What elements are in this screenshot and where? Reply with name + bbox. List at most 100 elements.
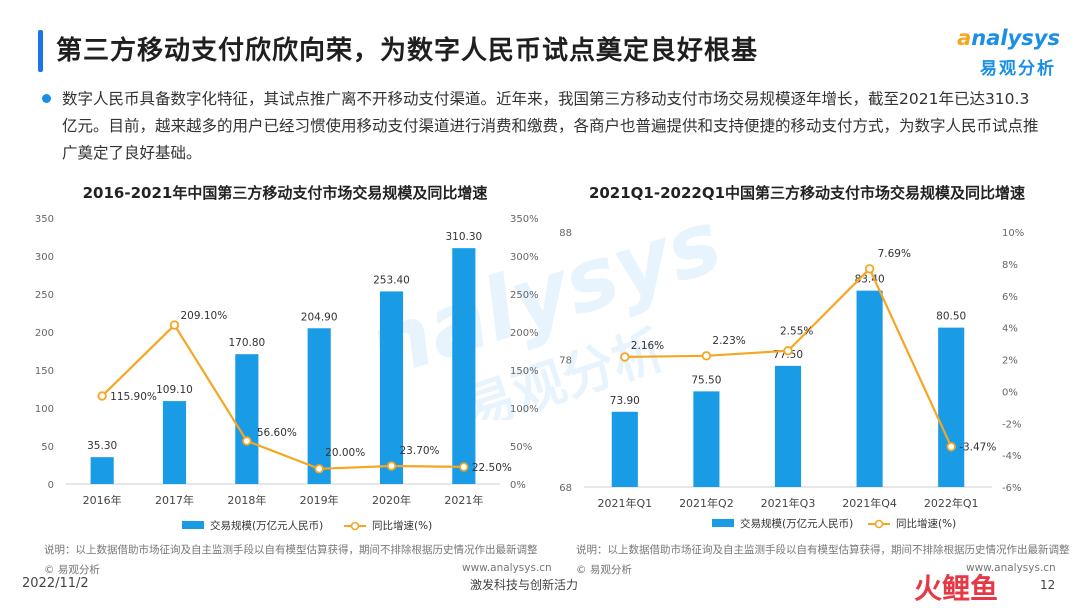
- annual-growth-label: 22.50%: [472, 462, 512, 474]
- site-url-left: www.analysys.cn: [462, 562, 552, 574]
- logo-wordmark: analysys: [957, 26, 1060, 50]
- quarterly-x-tick-label: 2021年Q1: [597, 496, 652, 510]
- quarterly-legend-line-marker: [874, 519, 884, 529]
- annual-bar: [235, 354, 259, 484]
- annual-bar: [90, 457, 114, 484]
- quarterly-bar-label: 80.50: [936, 311, 966, 323]
- annual-legend-bar-label: 交易规模(万亿元人民币): [210, 519, 323, 532]
- annual-right-tick-label: 100%: [510, 404, 539, 415]
- quarterly-chart-title: 2021Q1-2022Q1中国第三方移动支付市场交易规模及同比增速: [588, 184, 1026, 202]
- annual-right-tick-label: 0%: [510, 480, 526, 491]
- quarterly-growth-point: [783, 346, 793, 356]
- annual-bar-label: 253.40: [373, 274, 410, 286]
- annual-x-tick-label: 2019年: [300, 493, 339, 507]
- annual-growth-label: 56.60%: [257, 427, 297, 439]
- quarterly-x-tick-label: 2021年Q4: [842, 496, 897, 510]
- annual-left-tick-label: 250: [35, 290, 54, 301]
- annual-growth-label: 20.00%: [325, 447, 365, 459]
- quarterly-x-tick-label: 2021年Q2: [679, 496, 734, 510]
- annual-growth-point: [97, 391, 107, 401]
- annual-left-tick-label: 200: [35, 328, 54, 339]
- annual-bar: [379, 291, 404, 484]
- quarterly-right-tick-label: -4%: [1002, 451, 1021, 462]
- annual-x-tick-label: 2016年: [83, 493, 122, 507]
- quarterly-growth-point: [946, 441, 956, 452]
- quarterly-bar: [856, 290, 883, 487]
- annual-growth-point: [314, 464, 324, 474]
- copyright-left: © 易观分析: [44, 564, 100, 576]
- annual-growth-point: [169, 320, 180, 330]
- annual-x-tick-label: 2021年: [444, 493, 483, 507]
- annual-growth-point: [386, 461, 397, 471]
- annual-right-tick-label: 200%: [510, 328, 539, 339]
- site-url-right: www.analysys.cn: [966, 562, 1056, 574]
- annual-bar-label: 310.30: [445, 231, 482, 243]
- annual-legend-line-label: 同比增速(%): [372, 519, 432, 532]
- annual-chart-title: 2016-2021年中国第三方移动支付市场交易规模及同比增速: [82, 184, 488, 202]
- annual-bar: [162, 401, 187, 484]
- data-note-left: 说明：以上数据借助市场征询及自主监测手段以自有模型估算获得，期间不排除根据历史情…: [44, 544, 538, 556]
- annual-bar: [307, 328, 331, 484]
- annual-bar-label: 35.30: [87, 440, 117, 452]
- annual-x-tick-label: 2020年: [372, 493, 411, 507]
- annual-right-tick-label: 50%: [510, 442, 532, 453]
- copyright-right: © 易观分析: [576, 564, 632, 576]
- quarterly-bar: [774, 365, 802, 487]
- quarterly-right-tick-label: 0%: [1002, 387, 1018, 398]
- quarterly-bar-label: 75.50: [691, 374, 721, 386]
- quarterly-growth-point: [864, 264, 875, 274]
- quarterly-x-tick-label: 2021年Q3: [761, 496, 816, 510]
- quarterly-chart: 2021Q1-2022Q1中国第三方移动支付市场交易规模及同比增速 68 78 88…: [552, 182, 1062, 552]
- annual-chart-plot: 0 50 100 150 200 250 300 350 0% 50% 100% 150% 200% 25…: [35, 214, 539, 532]
- quarterly-legend-line-label: 同比增速(%): [896, 517, 956, 530]
- title-accent-bar: [38, 30, 43, 72]
- quarterly-growth-label: 2.55%: [780, 326, 813, 338]
- svg-text:火鲤鱼: 火鲤鱼: [914, 572, 998, 604]
- quarterly-right-tick-label: -2%: [1002, 419, 1021, 430]
- brand-logo: 火鲤鱼: [914, 572, 998, 604]
- annual-bar-label: 109.10: [156, 384, 193, 396]
- annual-left-tick-label: 350: [35, 214, 54, 225]
- annual-growth-point: [459, 462, 469, 472]
- annual-right-tick-label: 150%: [510, 366, 539, 377]
- annual-left-tick-label: 0: [48, 480, 54, 491]
- footer-slogan: 激发科技与创新活力: [470, 578, 579, 592]
- bullet-icon: [42, 94, 51, 103]
- annual-left-tick-label: 100: [35, 404, 54, 415]
- data-note-right: 说明：以上数据借助市场征询及自主监测手段以自有模型估算获得，期间不排除根据历史情…: [576, 544, 1070, 556]
- annual-bar: [452, 248, 476, 484]
- quarterly-growth-label: 2.23%: [712, 335, 745, 347]
- quarterly-right-tick-label: 8%: [1002, 260, 1018, 271]
- annual-left-tick-label: 50: [41, 442, 54, 453]
- annual-growth-label: 209.10%: [181, 310, 228, 322]
- quarterly-right-tick-label: 2%: [1002, 356, 1018, 367]
- quarterly-x-tick-label: 2022年Q1: [924, 496, 979, 510]
- annual-growth-point: [242, 436, 252, 446]
- quarterly-growth-label: 7.69%: [878, 248, 911, 260]
- report-date: 2022/11/2: [22, 576, 89, 591]
- quarterly-right-tick-label: 6%: [1002, 292, 1018, 303]
- page-title: 第三方移动支付欣欣向荣，为数字人民币试点奠定良好根基: [56, 36, 759, 66]
- annual-x-tick-label: 2018年: [227, 493, 266, 507]
- quarterly-growth-label: -3.47%: [959, 442, 996, 454]
- quarterly-growth-point: [701, 351, 712, 361]
- quarterly-right-tick-label: -6%: [1002, 483, 1021, 494]
- annual-right-tick-label: 250%: [510, 290, 539, 301]
- quarterly-legend-bar-label: 交易规模(万亿元人民币): [740, 517, 853, 530]
- annual-right-tick-label: 300%: [510, 252, 539, 263]
- quarterly-bar: [611, 411, 638, 487]
- quarterly-left-tick-label: 88: [559, 228, 572, 239]
- summary-paragraph: 数字人民币具备数字化特征，其试点推广离不开移动支付渠道。近年来，我国第三方移动支…: [62, 90, 1039, 162]
- quarterly-right-tick-label: 4%: [1002, 324, 1018, 335]
- quarterly-bar: [693, 391, 720, 487]
- quarterly-growth-label: 2.16%: [631, 340, 664, 352]
- annual-right-tick-label: 350%: [510, 214, 539, 225]
- annual-growth-label: 23.70%: [400, 445, 440, 457]
- quarterly-left-tick-label: 78: [559, 356, 572, 367]
- quarterly-growth-point: [620, 352, 630, 362]
- analysys-logo: analysys 易观分析: [920, 22, 1060, 79]
- page-number: 12: [1040, 578, 1056, 592]
- annual-chart: 2016-2021年中国第三方移动支付市场交易规模及同比增速 0 50 100 150…: [30, 182, 540, 552]
- annual-legend-bar-swatch: [182, 521, 204, 529]
- annual-legend-line-marker: [350, 521, 360, 531]
